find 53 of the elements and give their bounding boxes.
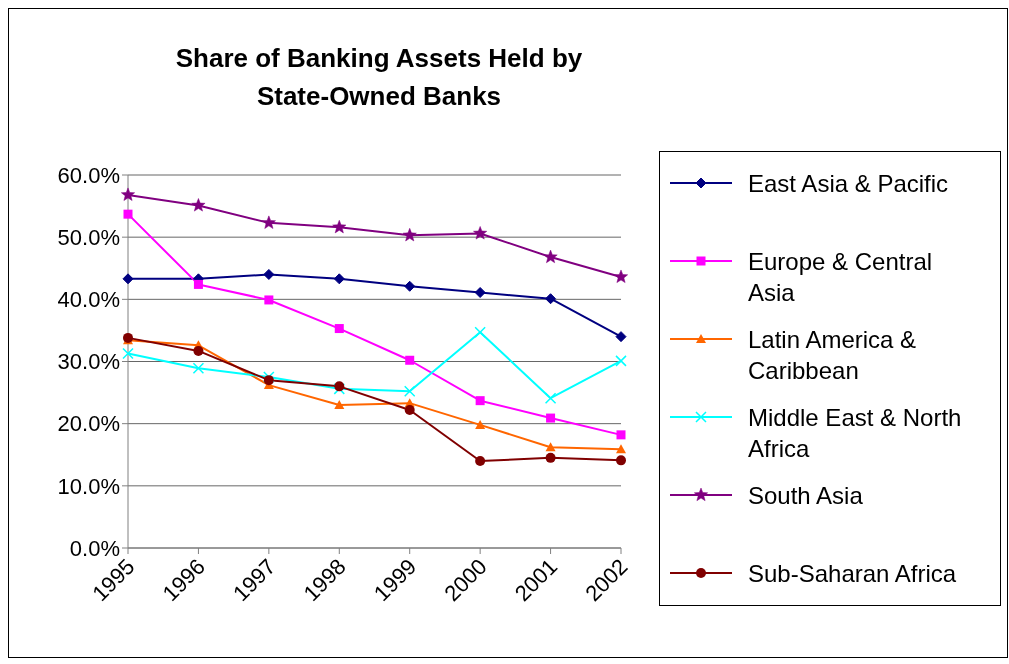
point [404,404,415,415]
point [546,413,556,423]
legend-label: Sub-Saharan Africa [748,559,957,589]
point [615,355,627,367]
point [192,362,205,375]
y-tick-label: 60.0% [57,162,120,188]
legend-label: Europe & Central Asia [748,247,934,308]
point [334,324,344,334]
point [261,215,276,229]
point [616,430,626,440]
point [403,385,416,398]
legend-label: South Asia [748,481,863,511]
point [405,355,415,365]
point [473,226,488,240]
point [123,209,133,219]
point [544,392,557,404]
point [404,280,416,292]
point [475,419,486,429]
y-tick-label: 20.0% [57,411,120,437]
point [615,331,627,343]
point [263,268,275,280]
point [334,400,345,410]
y-tick-label: 0.0% [69,535,120,561]
point [263,375,274,386]
point [193,279,203,289]
point [545,452,556,463]
point [121,187,135,201]
point [122,273,134,285]
point [475,455,486,466]
point [264,295,274,305]
y-tick-label: 30.0% [57,349,120,375]
legend-label: Latin America & Caribbean [748,325,918,386]
point [191,198,206,212]
point [402,228,417,242]
y-tick-label: 40.0% [57,287,120,313]
point [545,442,556,452]
point [474,287,486,298]
legend-label: Middle East & North Africa [748,403,963,464]
point [332,219,347,234]
point [616,444,626,454]
point [616,455,626,466]
legend-label: East Asia & Pacific [748,169,949,199]
point [545,293,557,305]
point [614,269,628,283]
point [333,273,345,285]
point [193,345,204,356]
point [543,249,558,263]
chart-title: Share of Banking Assets Held by State-Owned Banks [174,42,584,113]
y-tick-label: 50.0% [57,224,120,250]
point [122,347,134,360]
point [475,396,485,406]
point [474,326,486,339]
y-tick-label: 10.0% [57,473,120,499]
